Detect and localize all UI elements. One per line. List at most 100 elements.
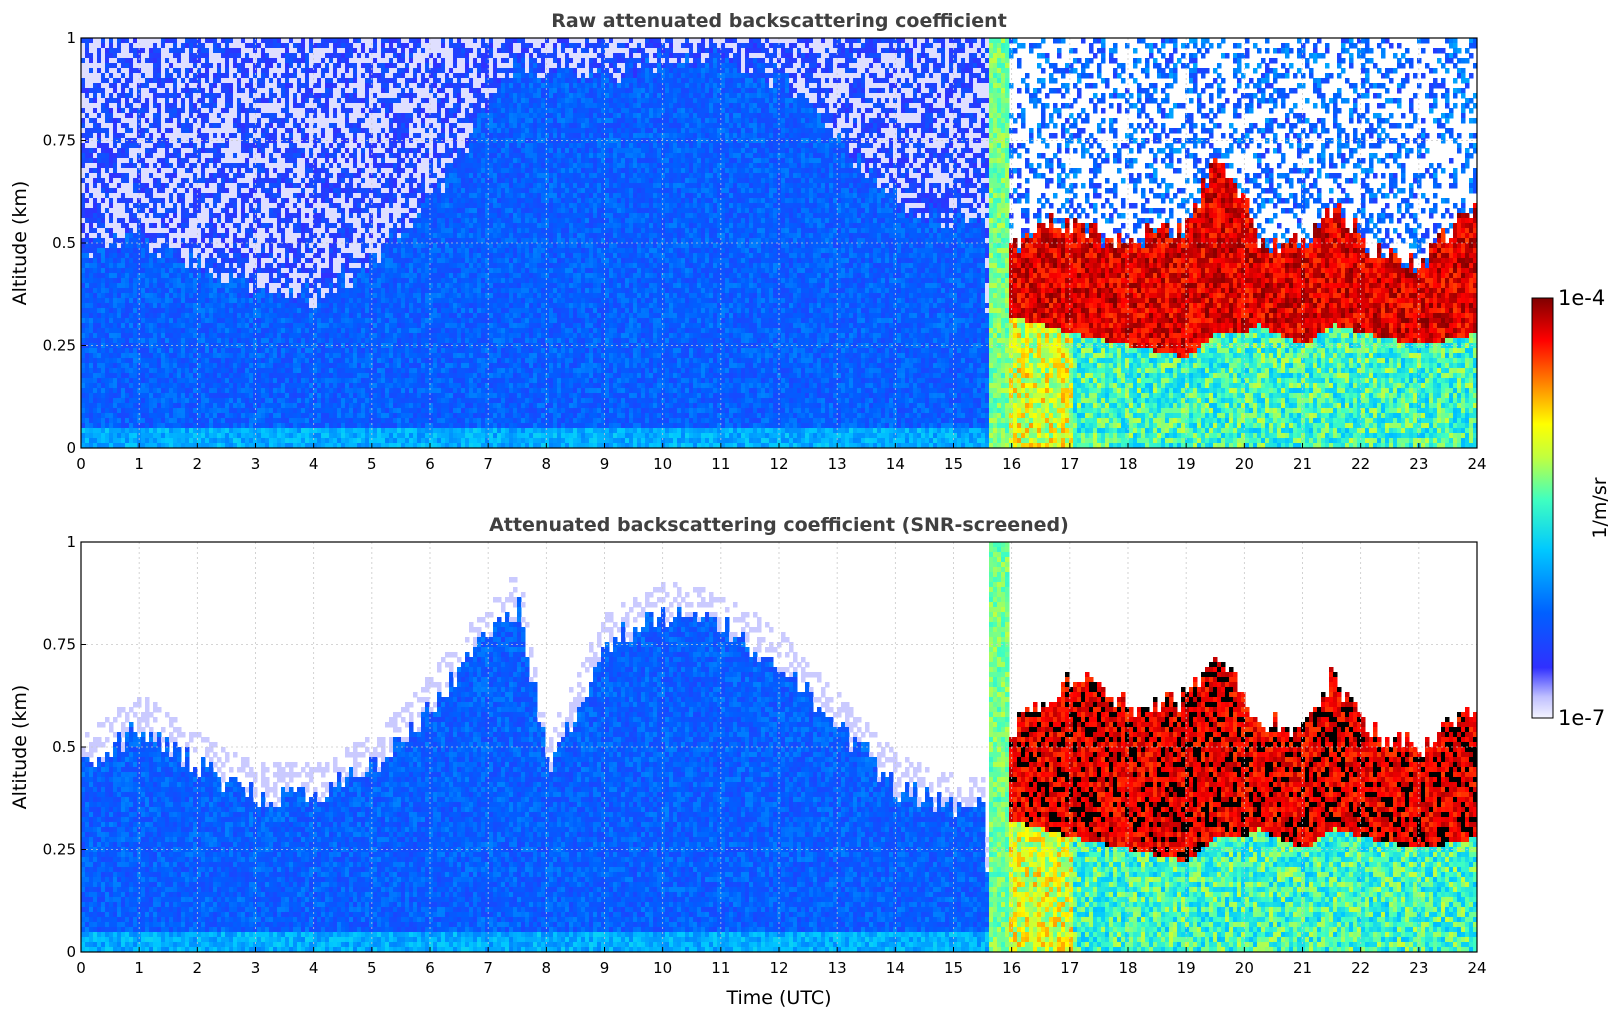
heatmap-cell bbox=[213, 403, 218, 409]
heatmap-cell bbox=[233, 88, 238, 94]
heatmap-cell bbox=[193, 123, 198, 129]
heatmap-cell bbox=[97, 278, 102, 284]
heatmap-cell bbox=[289, 178, 294, 184]
heatmap-cell bbox=[169, 188, 174, 194]
heatmap-cell bbox=[89, 203, 94, 209]
heatmap-cell bbox=[317, 423, 322, 429]
heatmap-cell bbox=[117, 128, 122, 134]
heatmap-cell bbox=[137, 53, 142, 59]
heatmap-cell bbox=[129, 443, 134, 448]
heatmap-cell bbox=[249, 133, 254, 139]
heatmap-cell bbox=[133, 303, 138, 309]
heatmap-cell bbox=[237, 103, 242, 109]
heatmap-cell bbox=[253, 48, 258, 54]
heatmap-cell bbox=[209, 398, 214, 404]
heatmap-cell bbox=[273, 193, 278, 199]
heatmap-cell bbox=[293, 278, 298, 284]
heatmap-cell bbox=[277, 353, 282, 359]
heatmap-cell bbox=[141, 243, 146, 249]
heatmap-cell bbox=[145, 418, 150, 424]
heatmap-cell bbox=[129, 313, 134, 319]
heatmap-cell bbox=[217, 168, 222, 174]
heatmap-cell bbox=[297, 273, 302, 279]
heatmap-cell bbox=[165, 173, 170, 179]
heatmap-cell bbox=[201, 293, 206, 299]
heatmap-cell bbox=[233, 298, 238, 304]
heatmap-cell bbox=[305, 423, 310, 429]
heatmap-cell bbox=[321, 43, 326, 49]
heatmap-cell bbox=[201, 43, 206, 49]
heatmap-cell bbox=[129, 188, 134, 194]
heatmap-cell bbox=[121, 408, 126, 414]
heatmap-cell bbox=[169, 348, 174, 354]
heatmap-cell bbox=[169, 73, 174, 79]
heatmap-cell bbox=[261, 203, 266, 209]
heatmap-cell bbox=[253, 273, 258, 279]
heatmap-cell bbox=[129, 423, 134, 429]
heatmap-cell bbox=[193, 373, 198, 379]
heatmap-cell bbox=[229, 388, 234, 394]
heatmap-cell bbox=[109, 433, 114, 439]
heatmap-cell bbox=[185, 278, 190, 284]
heatmap-cell bbox=[217, 373, 222, 379]
heatmap-cell bbox=[173, 368, 178, 374]
heatmap-cell bbox=[101, 193, 106, 199]
heatmap-cell bbox=[169, 88, 174, 94]
heatmap-cell bbox=[273, 298, 278, 304]
heatmap-cell bbox=[93, 438, 98, 444]
heatmap-cell bbox=[209, 313, 214, 319]
heatmap-cell bbox=[161, 158, 166, 164]
heatmap-cell bbox=[221, 368, 226, 374]
heatmap-cell bbox=[245, 393, 250, 399]
heatmap-cell bbox=[101, 353, 106, 359]
heatmap-cell bbox=[229, 113, 234, 119]
heatmap-cell bbox=[233, 123, 238, 129]
heatmap-cell bbox=[85, 53, 90, 59]
heatmap-cell bbox=[249, 123, 254, 129]
heatmap-cell bbox=[89, 418, 94, 424]
heatmap-cell bbox=[81, 333, 86, 339]
heatmap-cell bbox=[245, 193, 250, 199]
heatmap-cell bbox=[277, 138, 282, 144]
heatmap-cell bbox=[197, 258, 202, 264]
heatmap-cell bbox=[261, 103, 266, 109]
heatmap-cell bbox=[321, 203, 326, 209]
heatmap-cell bbox=[193, 233, 198, 239]
heatmap-cell bbox=[93, 173, 98, 179]
heatmap-cell bbox=[181, 423, 186, 429]
heatmap-cell bbox=[113, 283, 118, 289]
heatmap-cell bbox=[177, 178, 182, 184]
heatmap-cell bbox=[221, 358, 226, 364]
heatmap-cell bbox=[257, 163, 262, 169]
heatmap-cell bbox=[229, 288, 234, 294]
heatmap-cell bbox=[261, 38, 266, 44]
heatmap-cell bbox=[273, 408, 278, 414]
heatmap-cell bbox=[285, 128, 290, 134]
heatmap-cell bbox=[317, 38, 322, 44]
heatmap-cell bbox=[161, 103, 166, 109]
heatmap-cell bbox=[117, 88, 122, 94]
heatmap-cell bbox=[217, 193, 222, 199]
heatmap-cell bbox=[185, 288, 190, 294]
heatmap-cell bbox=[85, 278, 90, 284]
heatmap-cell bbox=[161, 288, 166, 294]
heatmap-cell bbox=[97, 303, 102, 309]
heatmap-cell bbox=[149, 373, 154, 379]
heatmap-cell bbox=[249, 98, 254, 104]
heatmap-cell bbox=[249, 143, 254, 149]
heatmap-cell bbox=[249, 228, 254, 234]
heatmap-cell bbox=[317, 278, 322, 284]
heatmap-cell bbox=[173, 58, 178, 64]
heatmap-cell bbox=[121, 198, 126, 204]
heatmap-cell bbox=[261, 158, 266, 164]
heatmap-cell bbox=[101, 113, 106, 119]
heatmap-cell bbox=[241, 418, 246, 424]
heatmap-cell bbox=[145, 103, 150, 109]
heatmap-cell bbox=[177, 268, 182, 274]
heatmap-cell bbox=[141, 158, 146, 164]
heatmap-cell bbox=[89, 228, 94, 234]
heatmap-cell bbox=[105, 373, 110, 379]
heatmap-cell bbox=[313, 223, 318, 229]
heatmap-cell bbox=[85, 403, 90, 409]
heatmap-cell bbox=[117, 413, 122, 419]
